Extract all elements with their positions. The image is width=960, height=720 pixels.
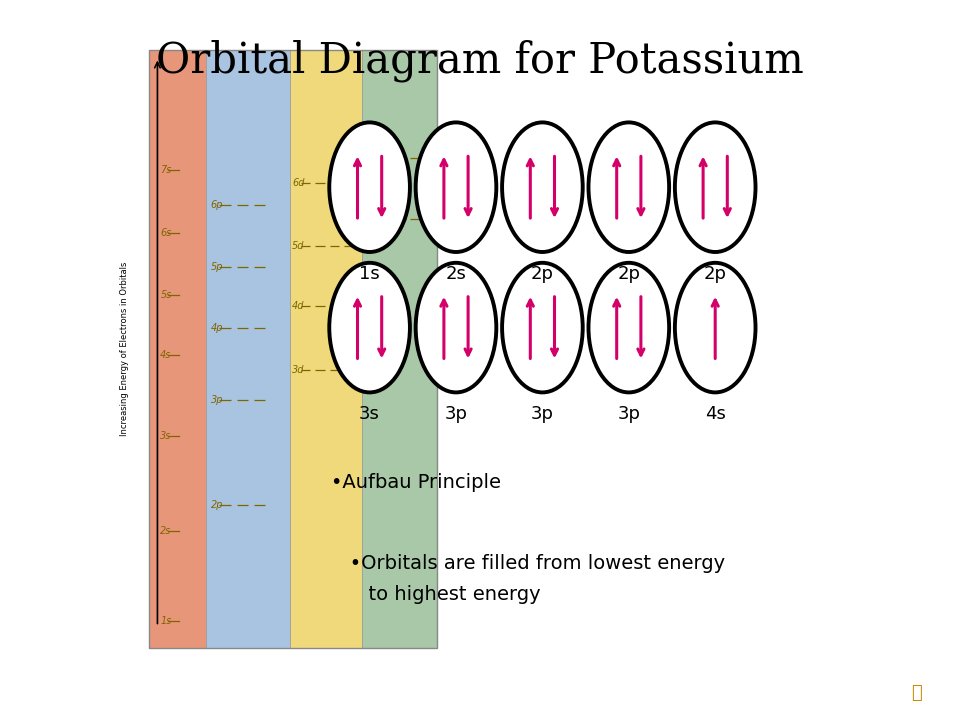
Text: 6d: 6d (292, 178, 304, 188)
Bar (290, 50, 362, 648)
Text: 5p: 5p (211, 262, 224, 271)
Text: 3s: 3s (160, 431, 172, 441)
Text: Increasing Energy of Electrons in Orbitals: Increasing Energy of Electrons in Orbita… (120, 262, 130, 436)
Ellipse shape (502, 122, 583, 252)
Ellipse shape (329, 122, 410, 252)
Text: 4f: 4f (364, 214, 373, 224)
Text: 4d: 4d (292, 300, 304, 310)
Text: Orbital Diagram for Potassium: Orbital Diagram for Potassium (156, 40, 804, 83)
Text: 4s: 4s (160, 350, 172, 360)
Text: 3p: 3p (211, 395, 224, 405)
Text: 3d: 3d (292, 365, 304, 375)
Text: 4p: 4p (211, 323, 224, 333)
Text: 2s: 2s (445, 265, 467, 283)
Ellipse shape (588, 122, 669, 252)
Ellipse shape (502, 263, 583, 392)
Text: 5f: 5f (364, 153, 373, 163)
Text: 🔊: 🔊 (911, 684, 923, 701)
Text: 5d: 5d (292, 240, 304, 251)
Bar (206, 50, 290, 648)
Ellipse shape (329, 263, 410, 392)
Bar (149, 50, 206, 648)
Text: 6s: 6s (160, 228, 172, 238)
Text: 4s: 4s (705, 405, 726, 423)
Text: •Aufbau Principle: •Aufbau Principle (331, 473, 501, 492)
Text: 3s: 3s (359, 405, 380, 423)
Text: 2p: 2p (211, 500, 224, 510)
Text: •Orbitals are filled from lowest energy
      to highest energy: •Orbitals are filled from lowest energy … (331, 554, 726, 604)
Text: 1s: 1s (160, 616, 172, 626)
Ellipse shape (675, 263, 756, 392)
Text: 2s: 2s (160, 526, 172, 536)
Text: 2p: 2p (531, 265, 554, 283)
Text: 3p: 3p (617, 405, 640, 423)
Text: 1s: 1s (359, 265, 380, 283)
Bar (362, 50, 437, 648)
Text: 3p: 3p (531, 405, 554, 423)
Text: 2p: 2p (617, 265, 640, 283)
Bar (149, 50, 437, 648)
Text: 3p: 3p (444, 405, 468, 423)
Ellipse shape (416, 122, 496, 252)
Text: 7s: 7s (160, 165, 172, 175)
Ellipse shape (675, 122, 756, 252)
Text: 2p: 2p (704, 265, 727, 283)
Text: 6p: 6p (211, 199, 224, 210)
Ellipse shape (588, 263, 669, 392)
Text: 5s: 5s (160, 290, 172, 300)
Ellipse shape (416, 263, 496, 392)
